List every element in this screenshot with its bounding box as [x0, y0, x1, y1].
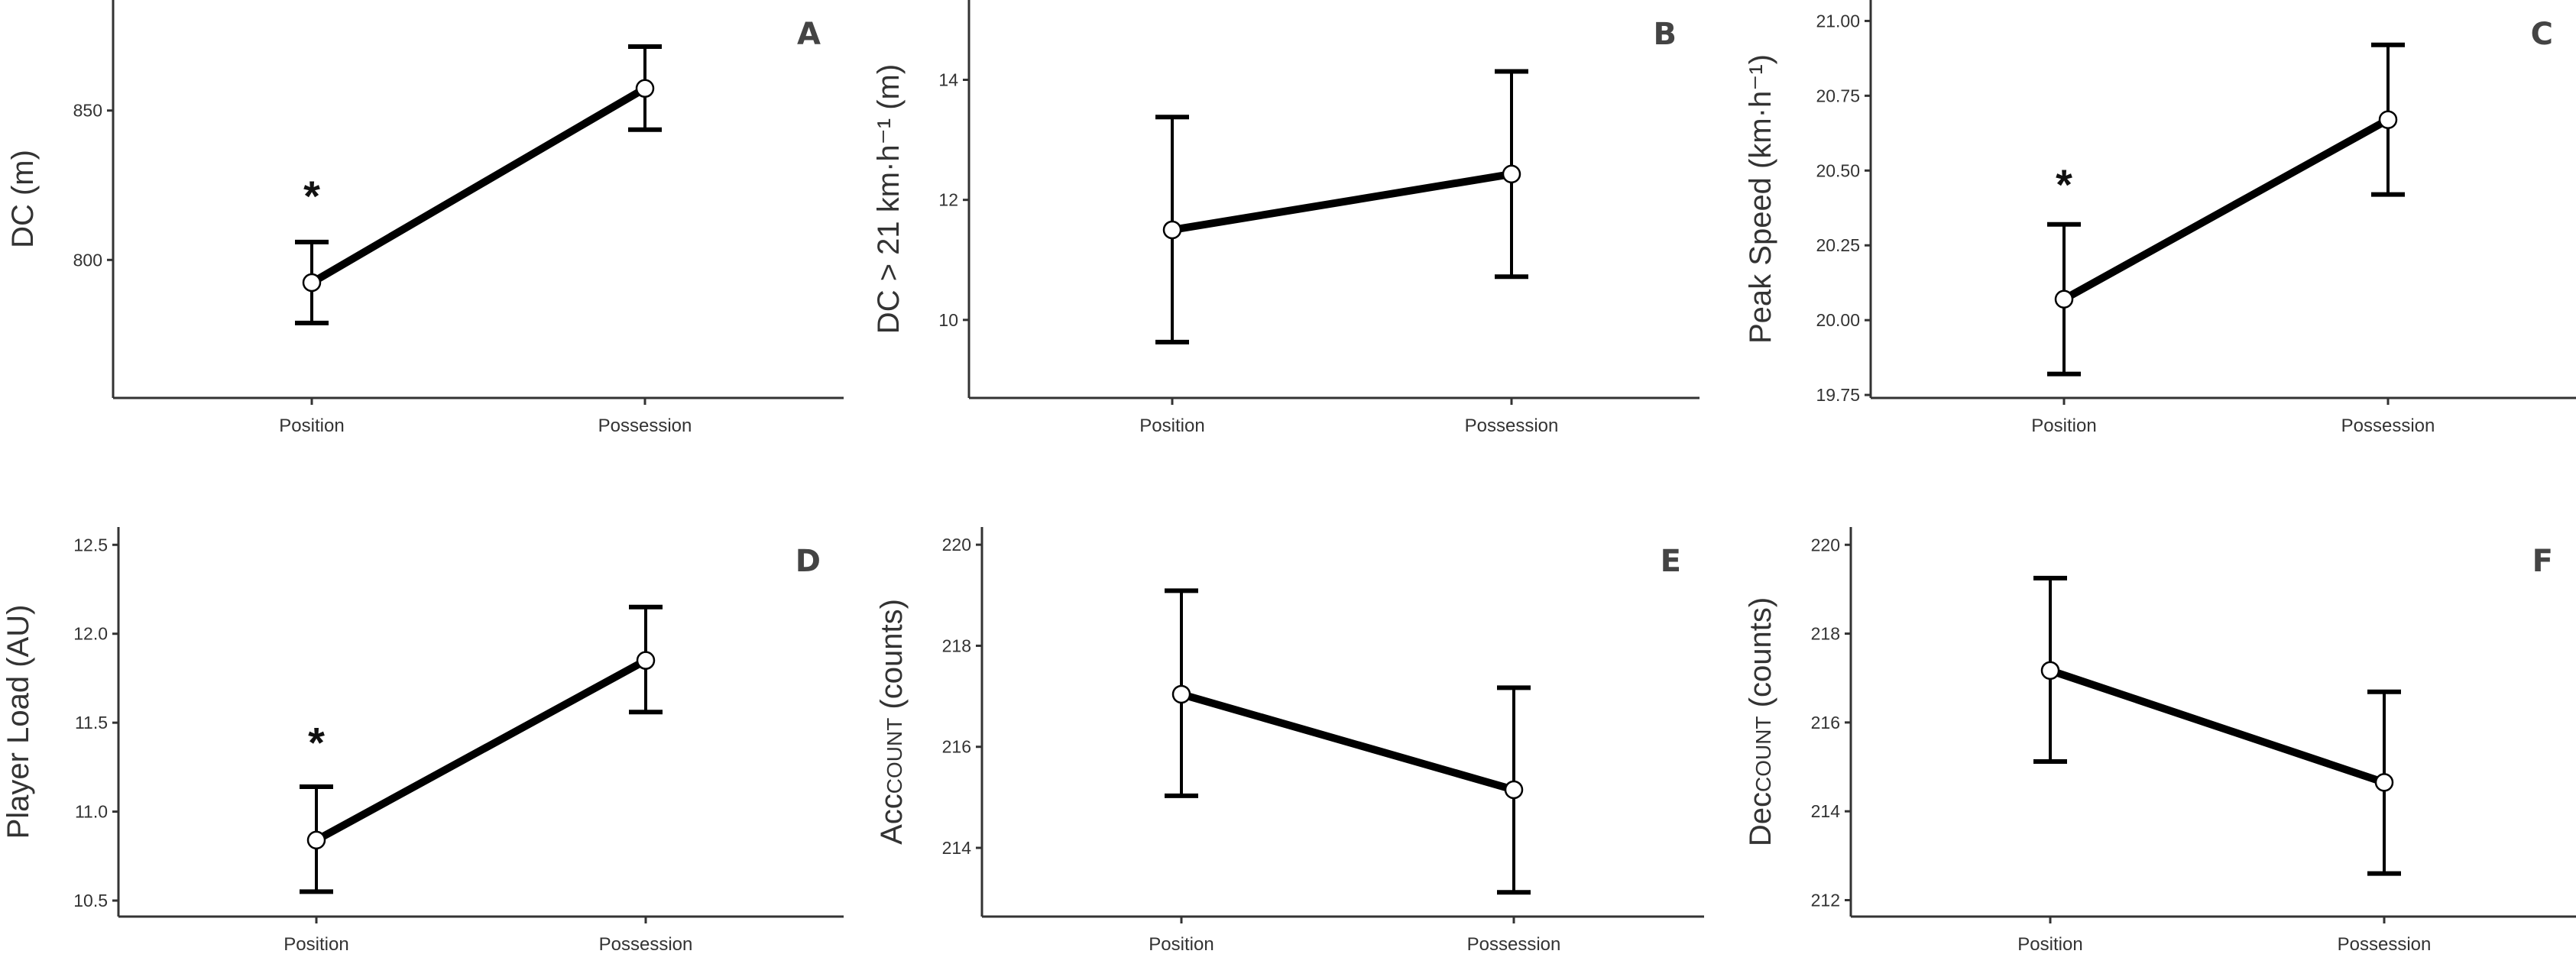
y-tick-label: 216: [942, 737, 971, 757]
data-point: [1171, 684, 1191, 704]
y-axis-label-main: DC (m): [6, 150, 40, 248]
panel-letter: A: [797, 17, 821, 52]
series-line: [2060, 115, 2392, 303]
y-tick-label: 218: [1811, 624, 1840, 644]
y-axis-label: DC (m): [6, 150, 40, 248]
y-tick-label: 212: [1811, 890, 1840, 910]
panel-letter: B: [1654, 17, 1677, 52]
y-axis-label-subscript: COUNT: [1751, 716, 1775, 792]
y-tick-label: 216: [1811, 713, 1840, 732]
y-tick-label: 14: [938, 70, 958, 90]
x-tick-label: Possession: [1465, 416, 1559, 436]
y-axis-label-main: Player Load (AU): [2, 605, 35, 839]
y-tick-label: 220: [1811, 535, 1840, 555]
panel-c: 19.75 20.00 20.25 20.50 20.75 21.00 Position Po…: [1744, 0, 2576, 436]
data-point: [1504, 780, 1524, 800]
data-point: [636, 651, 656, 670]
y-tick-label: 12: [938, 190, 958, 210]
y-tick-label: 20.75: [1816, 86, 1860, 105]
y-tick-label: 11.0: [75, 802, 108, 822]
series-line: [308, 84, 649, 287]
y-tick-label: 10: [938, 310, 958, 330]
y-axis-label: DC > 21 km·h⁻¹ (m): [872, 64, 906, 334]
data-point: [2054, 289, 2074, 309]
panel-e: 214 216 218 220 Position Possession AccCOUNT (…: [875, 527, 1704, 954]
y-tick-label: 20.50: [1816, 160, 1860, 180]
panel-a: 800 850 Position Possession DC (m) A *: [6, 0, 844, 436]
data-point: [2040, 661, 2060, 681]
data-point: [2374, 773, 2394, 792]
y-tick-label: 21.00: [1816, 11, 1860, 31]
y-axis-label-main: Peak Speed (km·h⁻¹): [1744, 54, 1777, 344]
x-tick-label: Position: [2017, 934, 2082, 954]
panel-letter: C: [2531, 17, 2553, 52]
significance-marker: *: [308, 718, 325, 766]
y-tick-label: 20.25: [1816, 235, 1860, 255]
x-tick-label: Position: [1139, 416, 1204, 436]
y-tick-label: 20.00: [1816, 310, 1860, 330]
data-point: [1162, 220, 1182, 240]
y-tick-label: 850: [73, 101, 102, 121]
data-point: [1502, 164, 1521, 184]
x-tick-label: Possession: [2338, 934, 2432, 954]
panel-b: 10 12 14 Position Possession DC > 21 km·h⁻¹ (…: [872, 0, 1700, 436]
y-tick-label: 214: [1811, 801, 1841, 821]
panel-letter: E: [1661, 544, 1681, 579]
y-axis-label-unit: (counts): [1744, 597, 1777, 716]
x-tick-label: Position: [279, 416, 344, 436]
y-tick-label: 12.0: [73, 624, 108, 644]
x-tick-label: Possession: [599, 934, 693, 954]
significance-marker: *: [303, 172, 320, 220]
x-tick-label: Position: [2031, 416, 2096, 436]
y-axis-label-main: DC > 21 km·h⁻¹ (m): [872, 64, 906, 334]
y-axis-label-unit: (counts): [875, 599, 909, 718]
x-tick-label: Possession: [2341, 416, 2435, 436]
y-axis-label: Player Load (AU): [2, 605, 35, 839]
panel-letter: F: [2532, 544, 2553, 579]
y-axis-label-main: Acc: [875, 794, 909, 845]
y-tick-label: 220: [942, 535, 971, 555]
data-point: [2378, 110, 2398, 129]
x-tick-label: Possession: [598, 416, 692, 436]
y-axis-label: DecCOUNT (counts): [1744, 597, 1777, 846]
y-tick-label: 11.5: [75, 713, 108, 732]
x-tick-label: Position: [284, 934, 348, 954]
y-tick-label: 19.75: [1816, 385, 1860, 405]
y-axis-label: AccCOUNT (counts): [875, 599, 909, 845]
significance-marker: *: [2056, 160, 2072, 209]
panel-letter: D: [795, 544, 821, 579]
x-tick-label: Possession: [1467, 934, 1561, 954]
y-tick-label: 214: [942, 838, 972, 858]
y-tick-label: 800: [73, 250, 102, 270]
series-line: [1178, 690, 1518, 794]
y-tick-label: 10.5: [73, 891, 108, 910]
data-point: [635, 79, 655, 99]
x-tick-label: Position: [1149, 934, 1213, 954]
panel-f: 212 214 216 218 220 Position Possession DecCOUN…: [1744, 527, 2576, 954]
y-axis-label-main: Dec: [1744, 792, 1777, 846]
y-tick-label: 12.5: [73, 535, 108, 555]
data-point: [306, 830, 326, 850]
y-tick-label: 218: [942, 635, 971, 655]
series-line: [313, 656, 650, 844]
panel-d: 10.5 11.0 11.5 12.0 12.5 Position Possession Pl…: [2, 527, 844, 954]
y-axis-label: Peak Speed (km·h⁻¹): [1744, 54, 1777, 344]
data-point: [302, 273, 322, 293]
y-axis-label-subscript: COUNT: [883, 718, 906, 794]
series-line: [1168, 170, 1515, 234]
series-line: [2046, 666, 2388, 787]
